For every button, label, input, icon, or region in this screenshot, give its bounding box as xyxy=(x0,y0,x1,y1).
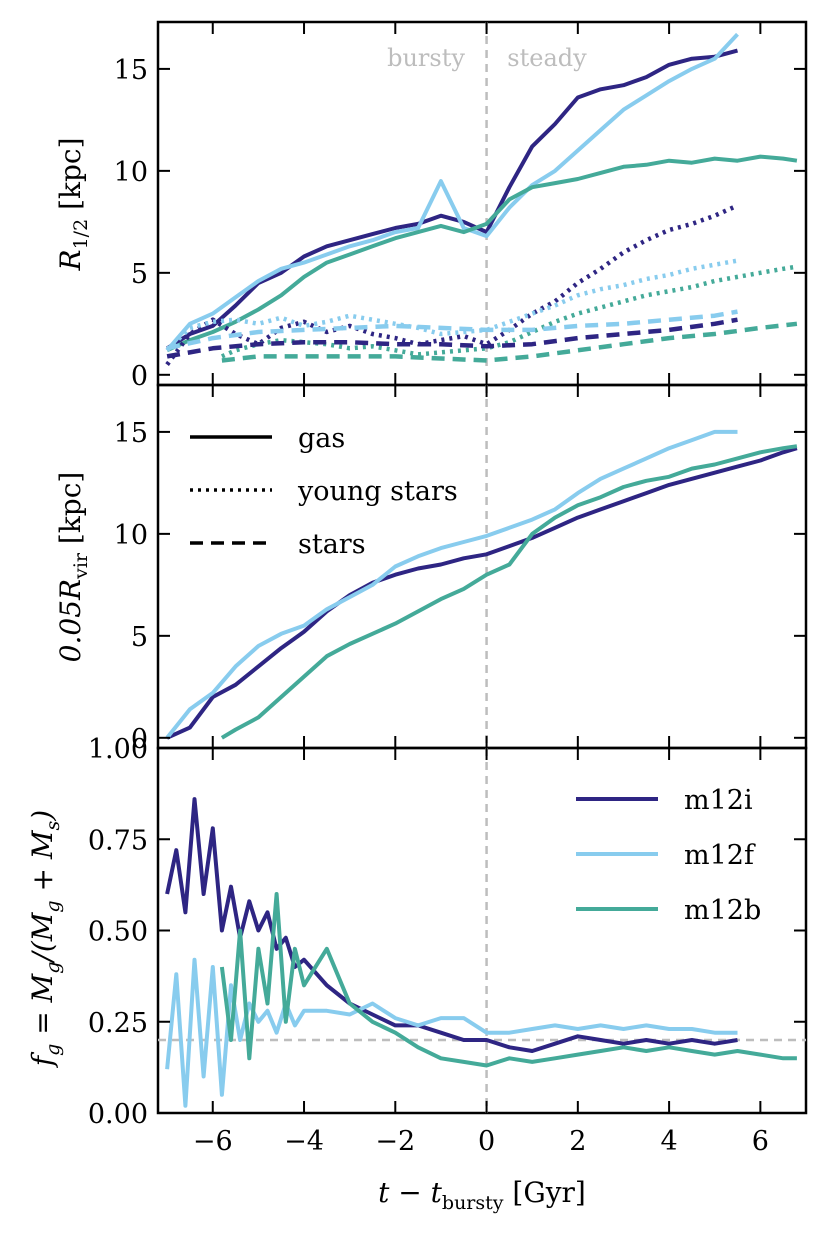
panel-middle-series xyxy=(165,429,798,740)
m12f-line xyxy=(165,957,738,1108)
y-tick-label: 10 xyxy=(114,157,148,188)
ylabel-sub: 1/2 xyxy=(70,219,92,250)
panel-middle-ticks: 0 5 10 15 xyxy=(114,385,806,755)
panel-top-series xyxy=(165,32,798,366)
m12b-stars-line xyxy=(221,321,798,363)
xlabel-sub: bursty xyxy=(442,1192,504,1214)
m12b-line xyxy=(219,892,797,1068)
sim-legend: m12i m12f m12b xyxy=(576,785,761,926)
style-legend: gas young stars stars xyxy=(190,423,458,560)
y-tick-label: 5 xyxy=(131,622,148,653)
ylabel-part: g xyxy=(42,962,64,974)
legend-m12b-label: m12b xyxy=(684,895,761,926)
legend-m12i-label: m12i xyxy=(684,785,753,816)
m12f-gas-line xyxy=(165,32,739,352)
ylabel-part: /(M xyxy=(26,911,59,964)
x-tick-label: −4 xyxy=(284,1126,324,1157)
legend-stars-label: stars xyxy=(298,529,366,560)
y-tick-label: 0 xyxy=(131,724,148,755)
panel-bottom-ylabel: fg = Mg/(Mg + Ms) xyxy=(26,810,64,1069)
panel-middle-ylabel: 0.05Rvir [kpc] xyxy=(54,472,92,663)
m12f-stars-line xyxy=(166,309,738,351)
x-tick-label: 2 xyxy=(569,1126,586,1157)
ylabel-part: s xyxy=(42,820,64,830)
y-tick-label: 1.00 xyxy=(88,734,148,765)
steady-label: steady xyxy=(507,44,587,72)
y-tick-label: 10 xyxy=(114,520,148,551)
xlabel-main: t − t xyxy=(378,1176,443,1209)
m12b-line xyxy=(220,444,798,740)
ylabel-unit: [kpc] xyxy=(54,138,87,219)
ylabel-unit: [kpc] xyxy=(54,472,87,553)
panel-bottom-series xyxy=(165,797,797,1108)
y-tick-label: 15 xyxy=(114,418,148,449)
xlabel-unit: [Gyr] xyxy=(504,1176,586,1209)
panel-bottom: 0.00 0.25 0.50 0.75 1.00 m12i m12f m12b fg =… xyxy=(26,734,808,1214)
m12b-gas-line xyxy=(166,154,798,353)
ylabel-part: ) xyxy=(26,810,59,822)
legend-gas-label: gas xyxy=(298,423,345,454)
m12i-stars-line xyxy=(166,317,738,359)
y-tick-label: 15 xyxy=(114,55,148,86)
ylabel-part: + M xyxy=(26,829,59,900)
ylabel-sub: vir xyxy=(70,552,92,580)
x-tick-label: 6 xyxy=(752,1126,769,1157)
m12f-young-stars-line xyxy=(165,258,738,352)
x-tick-label: −6 xyxy=(193,1126,233,1157)
panel-top-ticks: 0 5 10 15 xyxy=(114,22,806,392)
ylabel-main: R xyxy=(54,249,87,271)
panel-top: bursty steady 0 5 10 15 R1/2 [kpc] xyxy=(54,20,808,392)
m12b-young-stars-line xyxy=(220,264,798,359)
bursty-label: bursty xyxy=(387,44,465,72)
y-tick-label: 0.75 xyxy=(88,825,148,856)
ylabel-main: 0.05R xyxy=(54,579,87,662)
panel-bottom-ticks: 0.00 0.25 0.50 0.75 1.00 xyxy=(88,734,806,1130)
legend-young-stars-label: young stars xyxy=(297,476,458,507)
y-tick-label: 0.50 xyxy=(88,917,148,948)
legend-m12f-label: m12f xyxy=(684,840,756,871)
ylabel-part: g xyxy=(42,900,64,912)
m12i-gas-line xyxy=(166,48,739,350)
x-tick-label: 0 xyxy=(478,1126,495,1157)
m12f-line xyxy=(165,429,738,740)
x-axis-ticks: −6 −4 −2 0 2 4 6 xyxy=(193,1126,769,1157)
y-tick-label: 5 xyxy=(131,259,148,290)
y-tick-label: 0.00 xyxy=(88,1099,148,1130)
x-tick-label: −2 xyxy=(375,1126,415,1157)
m12i-line xyxy=(166,446,798,740)
y-tick-label: 0.25 xyxy=(88,1008,148,1039)
ylabel-part: = M xyxy=(26,972,59,1043)
y-tick-label: 0 xyxy=(131,361,148,392)
ylabel-part: g xyxy=(42,1044,64,1056)
panel-middle-frame xyxy=(156,383,808,750)
panel-middle: 0 5 10 15 gas young stars stars 0.05Rvir [k… xyxy=(54,383,808,755)
panel-top-ylabel: R1/2 [kpc] xyxy=(54,138,92,272)
x-axis-label: t − tbursty [Gyr] xyxy=(378,1176,586,1214)
x-tick-label: 4 xyxy=(661,1126,678,1157)
